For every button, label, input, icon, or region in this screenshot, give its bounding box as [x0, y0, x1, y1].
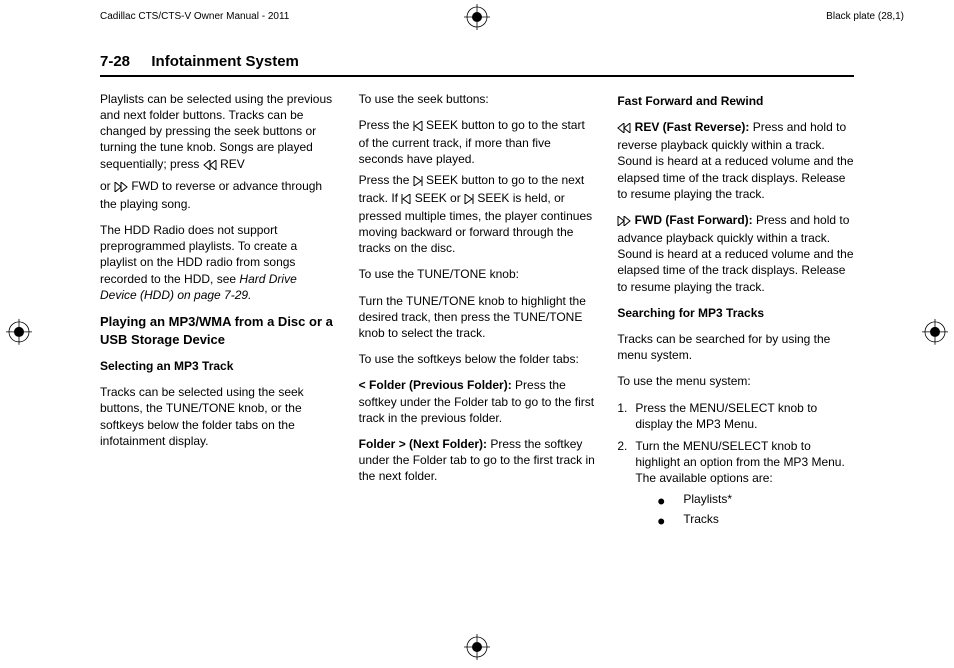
registration-mark-top [464, 4, 490, 34]
col1-para-2: The HDD Radio does not support preprogra… [100, 222, 337, 303]
column-3: Fast Forward and Rewind REV (Fast Revers… [617, 91, 854, 537]
text: SEEK or [411, 191, 464, 205]
col2-para-6: To use the softkeys below the folder tab… [359, 351, 596, 367]
col1-heading-2: Selecting an MP3 Track [100, 358, 337, 374]
col3-para-1: Tracks can be searched for by using the … [617, 331, 854, 363]
text: Press the [359, 118, 413, 132]
seek-prev-icon [413, 119, 423, 135]
text: Press the [359, 173, 413, 187]
col2-next-folder: Folder > (Next Folder): Press the softke… [359, 436, 596, 485]
section-header: 7-28 Infotainment System [100, 52, 854, 77]
options-bullet-list: Playlists* Tracks [635, 491, 854, 527]
col2-para-4: To use the TUNE/TONE knob: [359, 266, 596, 282]
registration-mark-left [6, 319, 32, 349]
col1-heading-1: Playing an MP3/WMA from a Disc or a USB … [100, 313, 337, 348]
text: or [100, 179, 114, 193]
col3-para-2: To use the menu system: [617, 373, 854, 389]
col3-fwd: FWD (Fast Forward): Press and hold to ad… [617, 212, 854, 295]
run-in-heading: (Next Folder): [406, 437, 487, 451]
col2-para-3: Press the SEEK button to go to the next … [359, 172, 596, 257]
body-columns: Playlists can be selected using the prev… [100, 91, 854, 537]
bullet-item: Playlists* [657, 491, 854, 507]
plate-label: Black plate (28,1) [826, 10, 904, 24]
seek-next-icon [413, 174, 423, 190]
text: REV [217, 157, 245, 171]
run-in-heading: Folder (Previous Folder): [369, 378, 512, 392]
greater-than-icon: > [399, 437, 406, 451]
run-in-heading: FWD (Fast Forward): [631, 213, 752, 227]
doc-title: Cadillac CTS/CTS-V Owner Manual - 2011 [100, 10, 289, 24]
list-item: 2. Turn the MENU/SELECT knob to highligh… [617, 438, 854, 531]
registration-mark-right [922, 319, 948, 349]
column-2: To use the seek buttons: Press the SEEK … [359, 91, 596, 537]
col3-heading-2: Searching for MP3 Tracks [617, 305, 854, 321]
seek-next-icon [464, 192, 474, 208]
run-in-heading: Folder [359, 437, 399, 451]
fwd-double-icon [114, 180, 128, 196]
col3-rev: REV (Fast Reverse): Press and hold to re… [617, 119, 854, 202]
col1-para-3: Tracks can be selected using the seek bu… [100, 384, 337, 449]
menu-steps-list: 1.Press the MENU/SELECT knob to display … [617, 400, 854, 531]
list-item: 1.Press the MENU/SELECT knob to display … [617, 400, 854, 432]
bullet-item: Tracks [657, 511, 854, 527]
fwd-double-icon [617, 214, 631, 230]
run-in-heading: REV (Fast Reverse): [631, 120, 749, 134]
rev-double-icon [203, 158, 217, 174]
list-number: 1. [617, 400, 635, 432]
manual-page: Cadillac CTS/CTS-V Owner Manual - 2011 B… [0, 0, 954, 668]
col2-para-5: Turn the TUNE/TONE knob to highlight the… [359, 293, 596, 342]
col2-para-2: Press the SEEK button to go to the start… [359, 117, 596, 168]
rev-double-icon [617, 121, 631, 137]
less-than-icon: < [359, 378, 366, 392]
section-title: Infotainment System [151, 53, 299, 70]
text: Press the MENU/SELECT knob to display th… [635, 400, 854, 432]
col2-prev-folder: < Folder (Previous Folder): Press the so… [359, 377, 596, 426]
registration-mark-bottom [464, 634, 490, 664]
list-number: 2. [617, 438, 635, 531]
seek-prev-icon [401, 192, 411, 208]
text: Turn the MENU/SELECT knob to highlight a… [635, 439, 844, 485]
column-1: Playlists can be selected using the prev… [100, 91, 337, 537]
col1-para-1b: or FWD to reverse or advance through the… [100, 178, 337, 212]
page-number: 7-28 [100, 53, 130, 70]
col1-para-1: Playlists can be selected using the prev… [100, 91, 337, 174]
col3-heading-1: Fast Forward and Rewind [617, 93, 854, 109]
text: FWD to reverse or advance through the pl… [100, 179, 322, 211]
col2-para-1: To use the seek buttons: [359, 91, 596, 107]
